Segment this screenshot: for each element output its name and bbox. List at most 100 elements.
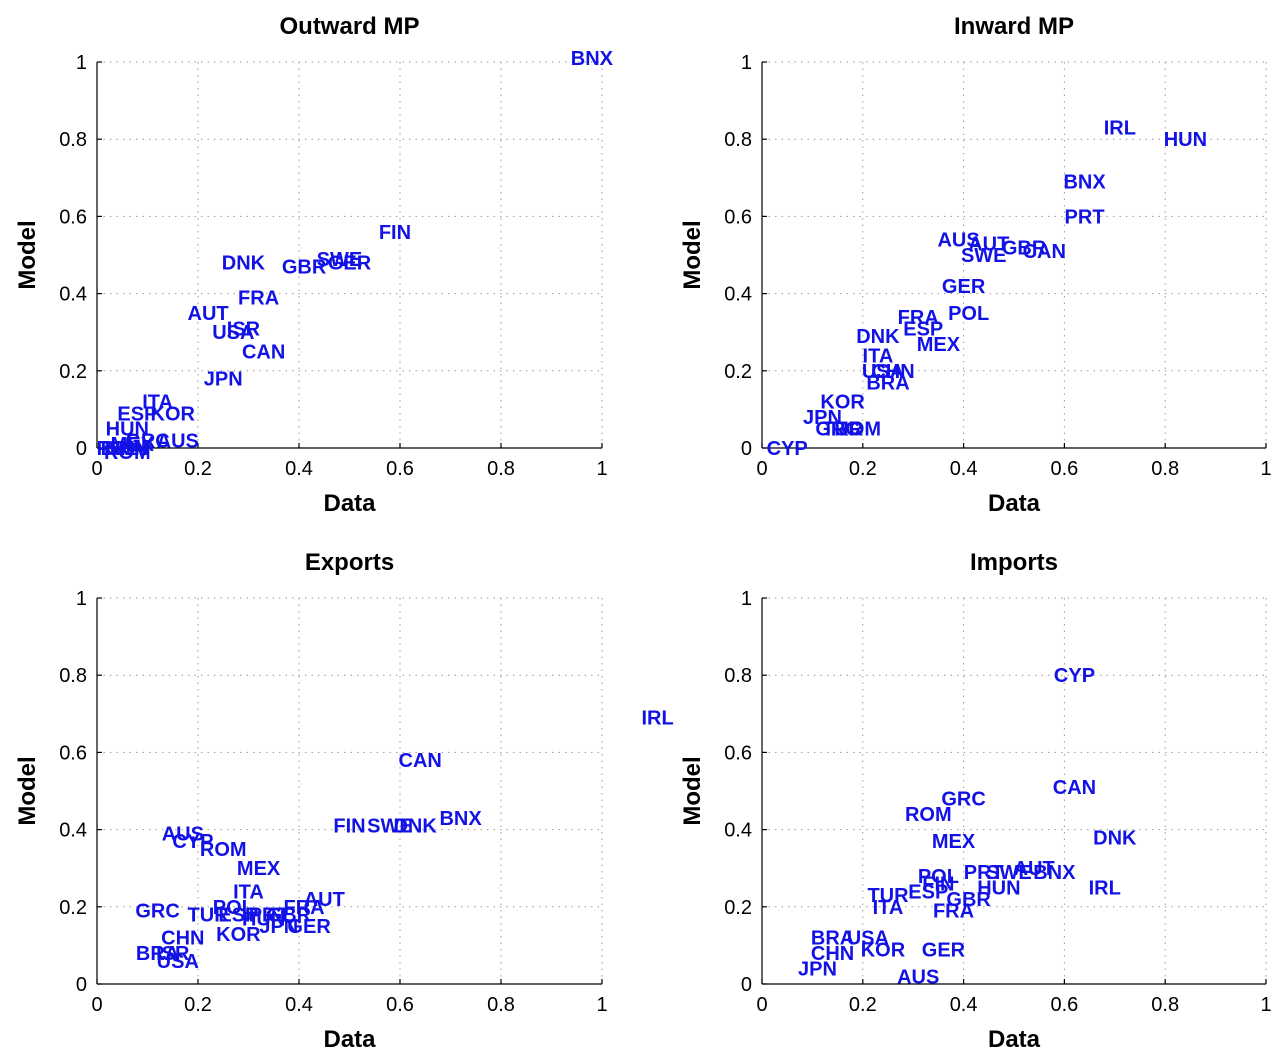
data-point-swe: SWE <box>986 862 1032 884</box>
x-tick-label: 0.4 <box>285 458 313 480</box>
data-point-bnx: BNX <box>439 808 482 830</box>
panel-outward-mp: 0 0.2 0.4 0.6 0.8 1 0 0.2 0.4 0.6 0.8 1 Outward MP Da… <box>14 13 614 517</box>
data-point-rom: ROM <box>905 804 952 826</box>
data-point-ita: ITA <box>233 881 264 903</box>
data-point-gbr: GBR <box>1002 237 1047 259</box>
y-tick-label: 0 <box>76 974 87 996</box>
chart-title: Outward MP <box>279 13 419 40</box>
data-point-pol: POL <box>948 303 989 325</box>
data-point-ger: GER <box>922 939 966 961</box>
data-point-tur: TUR <box>822 419 864 441</box>
data-point-fin: FIN <box>922 874 954 896</box>
data-point-fin: FIN <box>379 222 411 244</box>
y-tick-label: 0.4 <box>59 820 87 842</box>
data-point-rom: ROM <box>104 442 151 464</box>
data-point-kor: KOR <box>861 939 906 961</box>
data-point-fra: FRA <box>283 897 324 919</box>
data-point-aut: AUT <box>304 889 345 911</box>
data-point-jpn: JPN <box>204 369 243 391</box>
y-tick-label: 0.2 <box>59 897 87 919</box>
y-tick-label: 0.2 <box>724 361 752 383</box>
data-point-irl: IRL <box>1089 878 1121 900</box>
data-point-chn: CHN <box>871 361 914 383</box>
data-point-chn: CHN <box>161 928 204 950</box>
x-tick-label: 0.6 <box>1050 994 1078 1016</box>
y-tick-label: 0 <box>741 438 752 460</box>
data-point-kor: KOR <box>151 403 196 425</box>
x-tick-label: 0.6 <box>1050 458 1078 480</box>
data-point-mex: MEX <box>917 334 961 356</box>
data-point-dnk: DNK <box>222 253 266 275</box>
x-tick-label: 0.8 <box>487 994 515 1016</box>
y-tick-label: 0.4 <box>724 820 752 842</box>
x-tick-label: 0.2 <box>849 994 877 1016</box>
data-point-fra: FRA <box>898 307 939 329</box>
y-tick-label: 0.6 <box>724 206 752 228</box>
data-point-prt: PRT <box>1065 206 1105 228</box>
x-tick-label: 0.4 <box>950 994 978 1016</box>
chart-title: Inward MP <box>954 13 1074 40</box>
data-point-chn: CHN <box>811 943 854 965</box>
data-point-esp: ESP <box>908 881 948 903</box>
x-tick-label: 0.4 <box>950 458 978 480</box>
data-point-jpn: JPN <box>798 959 837 981</box>
data-point-jpn: JPN <box>259 916 298 938</box>
data-point-swe: SWE <box>961 245 1007 267</box>
y-tick-label: 1 <box>76 588 87 610</box>
data-point-hun: HUN <box>977 878 1020 900</box>
x-tick-label: 0 <box>756 994 767 1016</box>
data-point-bra: BRA <box>136 943 179 965</box>
x-tick-label: 0.4 <box>285 994 313 1016</box>
y-tick-label: 0.8 <box>59 129 87 151</box>
chart-title: Imports <box>970 549 1058 576</box>
y-tick-label: 1 <box>741 588 752 610</box>
data-point-bnx: BNX <box>1063 172 1106 194</box>
x-tick-label: 0.8 <box>487 458 515 480</box>
x-tick-label: 0.8 <box>1151 458 1179 480</box>
panel-imports: 0 0.2 0.4 0.6 0.8 1 0 0.2 0.4 0.6 0.8 1 Imports Data M… <box>679 549 1272 1053</box>
data-point-bra: BRA <box>866 372 909 394</box>
panel-inward-mp: 0 0.2 0.4 0.6 0.8 1 0 0.2 0.4 0.6 0.8 1 Inward MP Dat… <box>679 13 1272 517</box>
x-axis-label: Data <box>323 1026 376 1052</box>
data-point-esp: ESP <box>117 403 157 425</box>
data-point-grc: GRC <box>135 901 179 923</box>
y-tick-label: 0.6 <box>59 206 87 228</box>
data-point-irl: IRL <box>1104 118 1136 140</box>
x-tick-label: 0.6 <box>386 458 414 480</box>
data-point-kor: KOR <box>820 392 865 414</box>
data-point-esp: ESP <box>903 318 943 340</box>
x-axis-label: Data <box>323 490 376 517</box>
data-point-hun: HUN <box>1164 129 1207 151</box>
data-point-rom: ROM <box>200 839 247 861</box>
data-point-tur: TUR <box>188 905 230 927</box>
data-point-cyp: CYP <box>1054 665 1095 687</box>
y-tick-label: 0.8 <box>724 665 752 687</box>
data-point-ita: ITA <box>863 345 894 367</box>
x-tick-label: 0.6 <box>386 994 414 1016</box>
data-point-prt: PRT <box>249 905 289 927</box>
data-point-fin: FIN <box>333 816 365 838</box>
data-point-can: CAN <box>399 750 442 772</box>
y-tick-label: 0.4 <box>59 284 87 306</box>
x-tick-label: 0 <box>91 458 102 480</box>
x-tick-label: 0.2 <box>184 458 212 480</box>
data-point-ita: ITA <box>142 392 173 414</box>
data-point-usa: USA <box>212 322 254 344</box>
data-point-pol: POL <box>97 438 138 460</box>
data-point-tur: TUR <box>867 885 909 907</box>
data-point-gbr: GBR <box>267 905 312 927</box>
data-point-esp: ESP <box>218 905 258 927</box>
y-tick-label: 0.2 <box>724 897 752 919</box>
data-point-fra: FRA <box>238 287 279 309</box>
data-point-ita: ITA <box>873 897 904 919</box>
data-point-pol: POL <box>213 897 254 919</box>
y-tick-label: 0.8 <box>59 665 87 687</box>
data-point-fra: FRA <box>933 901 974 923</box>
x-tick-label: 0.8 <box>1151 994 1179 1016</box>
x-tick-label: 1 <box>1260 458 1271 480</box>
data-point-aus: AUS <box>157 430 199 452</box>
y-tick-label: 0.6 <box>724 742 752 764</box>
data-point-gbr: GBR <box>282 257 327 279</box>
